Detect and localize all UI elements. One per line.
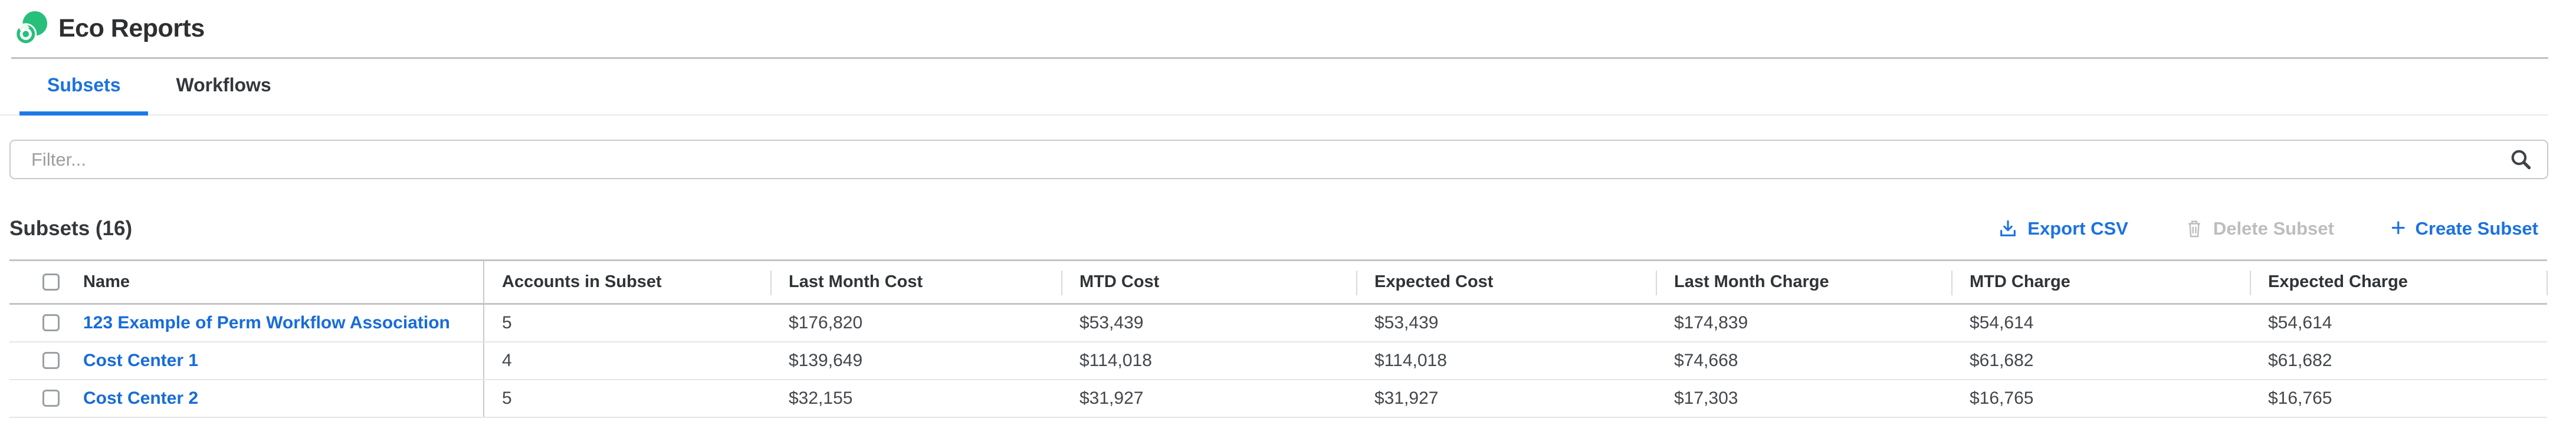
expected-cost-cell: $114,018 bbox=[1357, 341, 1656, 380]
last-month-charge-cell: $17,303 bbox=[1656, 379, 1952, 418]
expected-charge-cell: $54,614 bbox=[2250, 304, 2547, 342]
accounts-cell: 5 bbox=[484, 304, 771, 342]
last-month-cost-cell: $139,649 bbox=[771, 341, 1062, 380]
subset-link[interactable]: Cost Center 2 bbox=[83, 388, 199, 408]
mtd-charge-cell: $16,765 bbox=[1952, 379, 2250, 418]
filter-input[interactable] bbox=[9, 140, 2548, 179]
download-icon bbox=[2000, 220, 2016, 236]
search-icon bbox=[2511, 150, 2531, 170]
column-header-expected-charge: Expected Charge bbox=[2250, 260, 2548, 305]
table-row: Cost Center 1 4 $139,649 $114,018 $114,0… bbox=[9, 341, 2547, 380]
eco-logo-icon bbox=[15, 11, 48, 45]
table-header-row: Name Accounts in Subset Last Month Cost … bbox=[9, 260, 2548, 305]
column-header-name: Name bbox=[9, 260, 484, 305]
accounts-cell: 5 bbox=[484, 379, 771, 418]
create-subset-button[interactable]: + Create Subset bbox=[2390, 213, 2538, 242]
last-month-charge-cell: $74,668 bbox=[1656, 341, 1952, 380]
tab-subsets[interactable]: Subsets bbox=[19, 59, 149, 116]
create-subset-label: Create Subset bbox=[2415, 218, 2538, 239]
trash-icon bbox=[2188, 220, 2200, 238]
table-row: 123 Example of Perm Workflow Association… bbox=[9, 304, 2547, 342]
expected-charge-cell: $16,765 bbox=[2250, 379, 2547, 418]
search-button[interactable] bbox=[2508, 147, 2533, 172]
row-checkbox[interactable] bbox=[42, 352, 60, 369]
mtd-cost-cell: $53,439 bbox=[1062, 304, 1357, 342]
column-header-mtd-cost: MTD Cost bbox=[1061, 260, 1357, 305]
subset-link[interactable]: Cost Center 1 bbox=[83, 350, 199, 370]
filter-bar bbox=[9, 140, 2548, 179]
column-header-accounts: Accounts in Subset bbox=[484, 260, 771, 305]
column-header-last-month-cost: Last Month Cost bbox=[770, 260, 1062, 305]
subset-link[interactable]: 123 Example of Perm Workflow Association bbox=[83, 312, 450, 332]
mtd-cost-cell: $114,018 bbox=[1062, 341, 1357, 380]
last-month-cost-cell: $32,155 bbox=[771, 379, 1062, 418]
export-csv-button[interactable]: Export CSV bbox=[1998, 218, 2128, 239]
subsets-heading: Subsets (16) bbox=[9, 217, 133, 240]
accounts-cell: 4 bbox=[484, 341, 771, 380]
row-checkbox[interactable] bbox=[42, 390, 60, 407]
app-header: Eco Reports bbox=[0, 0, 2576, 57]
last-month-cost-cell: $176,820 bbox=[771, 304, 1062, 342]
table-row: Cost Center 2 5 $32,155 $31,927 $31,927 … bbox=[9, 379, 2547, 418]
toolbar: Subsets (16) Export CSV Delete Subset + … bbox=[9, 213, 2538, 242]
expected-cost-cell: $53,439 bbox=[1357, 304, 1656, 342]
toolbar-actions: Export CSV Delete Subset + Create Subset bbox=[1998, 213, 2538, 242]
delete-subset-button[interactable]: Delete Subset bbox=[2185, 218, 2334, 239]
name-cell: Cost Center 1 bbox=[9, 341, 484, 380]
select-all-checkbox[interactable] bbox=[42, 274, 60, 291]
mtd-cost-cell: $31,927 bbox=[1062, 379, 1357, 418]
mtd-charge-cell: $54,614 bbox=[1952, 304, 2250, 342]
export-csv-label: Export CSV bbox=[2027, 218, 2128, 239]
subsets-table: Name Accounts in Subset Last Month Cost … bbox=[9, 259, 2548, 418]
row-checkbox[interactable] bbox=[42, 314, 60, 332]
column-header-mtd-charge: MTD Charge bbox=[1951, 260, 2250, 305]
expected-cost-cell: $31,927 bbox=[1357, 379, 1656, 418]
name-cell: 123 Example of Perm Workflow Association bbox=[9, 304, 484, 342]
expected-charge-cell: $61,682 bbox=[2250, 341, 2547, 380]
column-header-expected-cost: Expected Cost bbox=[1356, 260, 1656, 305]
column-header-last-month-charge: Last Month Charge bbox=[1656, 260, 1952, 305]
page-title: Eco Reports bbox=[58, 14, 205, 42]
last-month-charge-cell: $174,839 bbox=[1656, 304, 1952, 342]
mtd-charge-cell: $61,682 bbox=[1952, 341, 2250, 380]
tab-bar: Subsets Workflows bbox=[0, 59, 2548, 116]
column-header-name-label: Name bbox=[83, 272, 130, 291]
header-divider bbox=[11, 57, 2548, 59]
delete-subset-label: Delete Subset bbox=[2213, 218, 2334, 239]
name-cell: Cost Center 2 bbox=[9, 379, 484, 418]
tab-workflows[interactable]: Workflows bbox=[176, 74, 271, 95]
